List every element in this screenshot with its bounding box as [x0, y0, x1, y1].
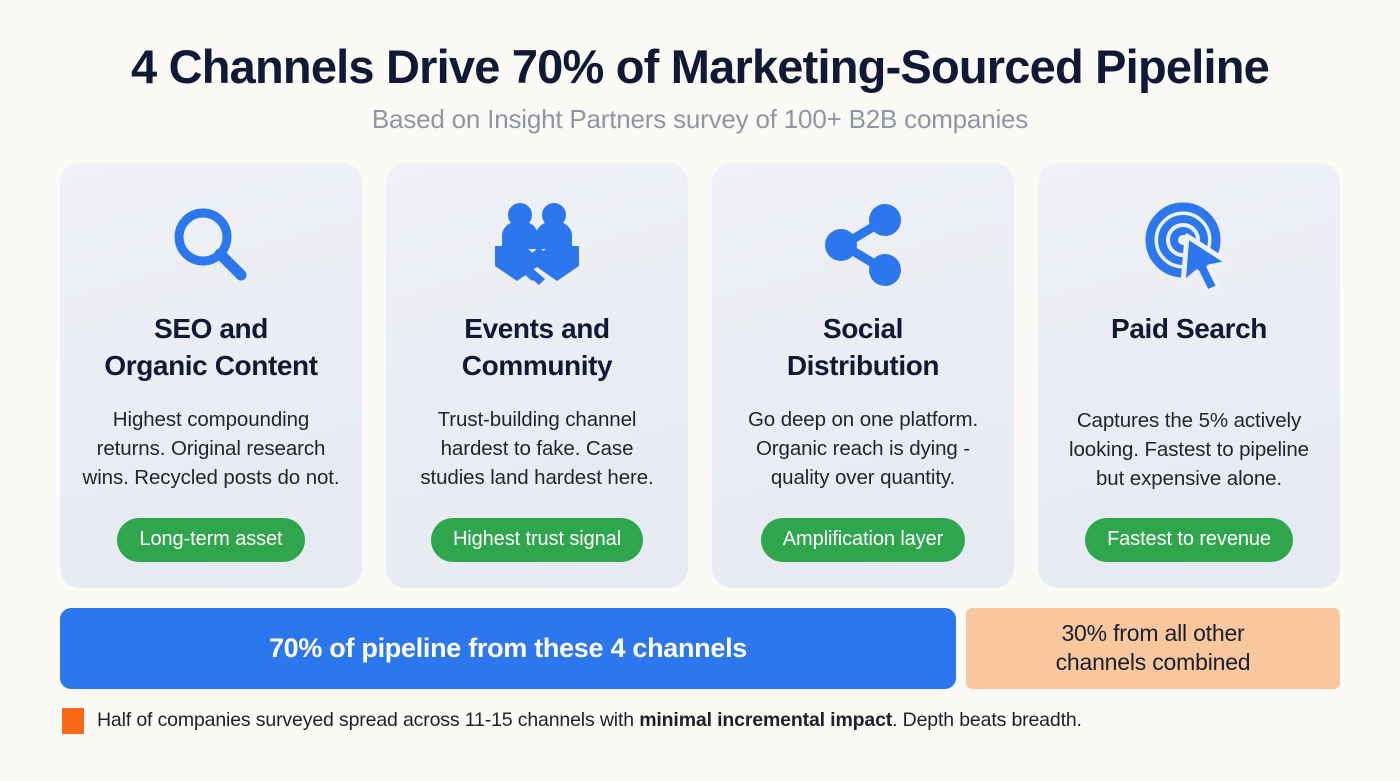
channel-card-social[interactable]: Social Distribution Go deep on one platf…	[712, 162, 1014, 588]
channel-card-description: Captures the 5% actively looking. Fastes…	[1069, 408, 1309, 491]
channel-card-tag[interactable]: Highest trust signal	[430, 517, 644, 562]
channel-card-tag[interactable]: Amplification layer	[760, 517, 966, 562]
share-nodes-icon	[819, 193, 907, 297]
click-target-cursor-icon	[1143, 193, 1235, 297]
handshake-people-icon	[491, 193, 583, 297]
channel-card-description: Trust-building channel hardest to fake. …	[420, 407, 654, 490]
footnote-tail: . Depth beats breadth.	[892, 708, 1082, 731]
channel-card-tag[interactable]: Fastest to revenue	[1085, 517, 1293, 562]
magnifier-search-icon	[168, 193, 254, 297]
footnote-lead: Half of companies surveyed spread across…	[97, 708, 640, 731]
header: 4 Channels Drive 70% of Marketing-Source…	[60, 0, 1340, 135]
channel-card-title: SEO and Organic Content	[104, 312, 318, 381]
channel-card-tag-row: Amplification layer	[726, 517, 1000, 562]
page-title: 4 Channels Drive 70% of Marketing-Source…	[131, 40, 1270, 93]
footnote: Half of companies surveyed spread across…	[60, 707, 1340, 734]
channel-card-tag-row: Long-term asset	[74, 517, 348, 562]
orange-square-swatch	[62, 707, 84, 734]
channel-card-title: Events and Community	[461, 312, 613, 381]
channel-card-tag[interactable]: Long-term asset	[117, 517, 305, 562]
footnote-emphasis: minimal incremental impact	[639, 708, 893, 731]
channel-card-seo[interactable]: SEO and Organic Content Highest compound…	[60, 162, 362, 588]
channel-card-description: Go deep on one platform. Organic reach i…	[747, 407, 979, 490]
channel-card-title: Paid Search	[1111, 312, 1267, 344]
channel-card-events[interactable]: Events and Community Trust-building chan…	[386, 162, 688, 588]
channel-card-title: Social Distribution	[786, 312, 940, 381]
channel-card-grid: SEO and Organic Content Highest compound…	[60, 162, 1340, 588]
page-subtitle: Based on Insight Partners survey of 100+…	[371, 103, 1029, 134]
channel-card-description: Highest compounding returns. Original re…	[82, 407, 340, 490]
pipeline-split-bars: 70% of pipeline from these 4 channels 30…	[60, 607, 1340, 689]
footnote-text: Half of companies surveyed spread across…	[97, 709, 1082, 732]
pipeline-share-secondary-bar: 30% from all other channels combined	[966, 607, 1340, 689]
channel-card-tag-row: Fastest to revenue	[1052, 517, 1326, 562]
channel-card-tag-row: Highest trust signal	[400, 517, 674, 562]
channel-card-paid-search[interactable]: Paid Search Captures the 5% actively loo…	[1038, 162, 1340, 588]
pipeline-share-primary-bar: 70% of pipeline from these 4 channels	[60, 607, 956, 689]
